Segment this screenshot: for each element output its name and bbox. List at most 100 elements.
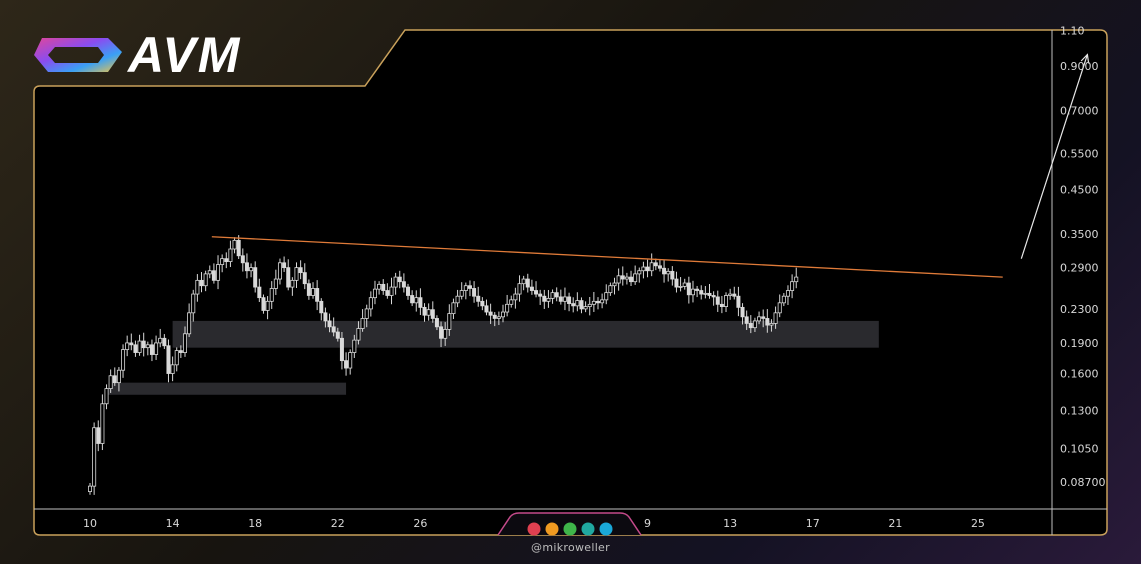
support-zone [172,320,879,348]
candle-body [579,300,584,310]
candle-body [550,292,555,299]
candle-body [769,323,774,326]
candle-body [467,285,472,289]
candle-body [191,293,196,314]
candle-body [112,375,117,384]
candle-body [96,427,101,444]
watermark: @mikroweller [531,541,610,554]
candle-body [715,296,720,305]
candle-body [311,288,316,296]
color-dot [563,522,577,536]
candle-body [344,360,349,369]
logo-icon [34,38,122,72]
candle-body [121,349,126,371]
candle-body [624,276,629,280]
candle-body [459,290,464,297]
y-tick-label: 0.1050 [1060,443,1099,456]
candle-body [154,342,159,355]
candle-body [381,283,386,291]
candle-body [719,303,724,308]
candle-body [699,290,704,295]
candle-body [364,308,369,319]
color-dot [545,522,559,536]
candle-body [558,296,563,302]
candle-body [496,316,501,319]
candle-body [500,311,505,318]
candle-body [484,305,489,313]
candle-body [538,293,543,297]
candle-body [277,262,282,280]
candle-body [104,388,109,405]
candle-body [447,313,452,330]
candle-body [443,328,448,339]
candle-body [534,290,539,295]
candle-body [368,297,373,310]
candle-body [257,286,262,299]
candle-body [616,275,621,284]
candle-body [145,344,150,349]
candle-body [129,342,134,346]
candle-body [319,300,324,314]
candle-body [253,267,258,288]
time-axis: 10 14 18 22 26 9 13 17 21 25 [83,517,985,530]
candle-body [529,286,534,291]
candle-body [294,267,299,281]
candle-body [261,297,266,311]
candle-body [401,281,406,288]
y-tick-label: 0.7000 [1060,105,1099,118]
candle-body [240,255,245,264]
candle-body [542,295,547,302]
y-tick-label: 1.10 [1060,24,1085,37]
candle-body [133,344,138,353]
candle-body [653,262,658,267]
candle-body [426,309,431,316]
candle-body [162,337,167,347]
x-tick-label: 18 [248,517,262,530]
candle-body [562,296,567,302]
color-dot [527,522,541,536]
color-dot [599,522,613,536]
arrow-head [1080,53,1090,64]
candle-body [298,267,303,274]
candle-body [377,283,382,290]
candle-body [525,278,530,288]
candle-body [451,302,456,315]
y-tick-label: 0.5500 [1060,148,1099,161]
y-tick-label: 0.1300 [1060,404,1099,417]
projection-arrow [1020,54,1088,259]
trendline [211,236,1003,278]
candle-body [207,270,212,275]
x-tick-label: 26 [413,517,427,530]
candle-body [352,339,357,353]
candle-body [422,306,427,316]
candle-body [629,276,634,283]
candle-body [790,281,795,291]
candle-body [781,295,786,304]
candle-body [645,266,650,272]
candle-body [178,350,183,353]
candle-body [633,273,638,283]
candle-body [587,303,592,308]
candle-body [174,350,179,366]
candle-body [554,292,559,298]
candle-body [761,316,766,319]
support-zone [108,382,347,395]
candle-body [116,369,121,384]
candle-body [302,272,307,285]
candle-body [323,312,328,322]
candle-body [137,340,142,353]
support-zones [108,320,879,395]
candle-body [591,300,596,305]
candle-body [748,323,753,329]
x-tick-label: 10 [83,517,97,530]
candle-body [620,275,625,280]
candle-body [228,248,233,263]
y-tick-label: 0.08700 [1060,476,1106,489]
candle-body [752,320,757,329]
candle-body [612,282,617,287]
candle-body [732,293,737,297]
candle-body [517,283,522,295]
x-tick-label: 22 [331,517,345,530]
candle-body [232,239,237,250]
candle-body [711,295,716,298]
